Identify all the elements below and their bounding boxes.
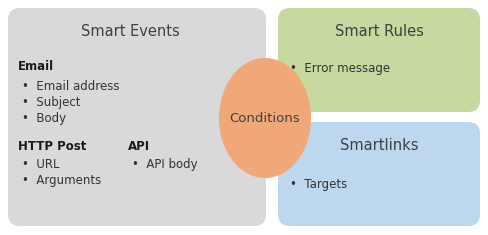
Text: •  Subject: • Subject: [22, 96, 81, 109]
FancyBboxPatch shape: [278, 8, 480, 112]
Text: •  Arguments: • Arguments: [22, 174, 101, 187]
Text: •  Email address: • Email address: [22, 80, 120, 93]
Text: HTTP Post: HTTP Post: [18, 140, 86, 153]
Text: •  Error message: • Error message: [290, 62, 390, 75]
Text: •  URL: • URL: [22, 158, 60, 171]
Text: •  Targets: • Targets: [290, 178, 347, 191]
Text: Email: Email: [18, 60, 54, 73]
FancyBboxPatch shape: [278, 122, 480, 226]
Text: Smart Events: Smart Events: [81, 24, 180, 39]
Text: API: API: [128, 140, 150, 153]
Text: Smart Rules: Smart Rules: [335, 24, 424, 39]
Text: Conditions: Conditions: [230, 111, 300, 125]
Text: •  API body: • API body: [132, 158, 198, 171]
Ellipse shape: [219, 58, 311, 178]
Text: Smartlinks: Smartlinks: [340, 138, 418, 153]
FancyBboxPatch shape: [8, 8, 266, 226]
Text: •  Body: • Body: [22, 112, 66, 125]
